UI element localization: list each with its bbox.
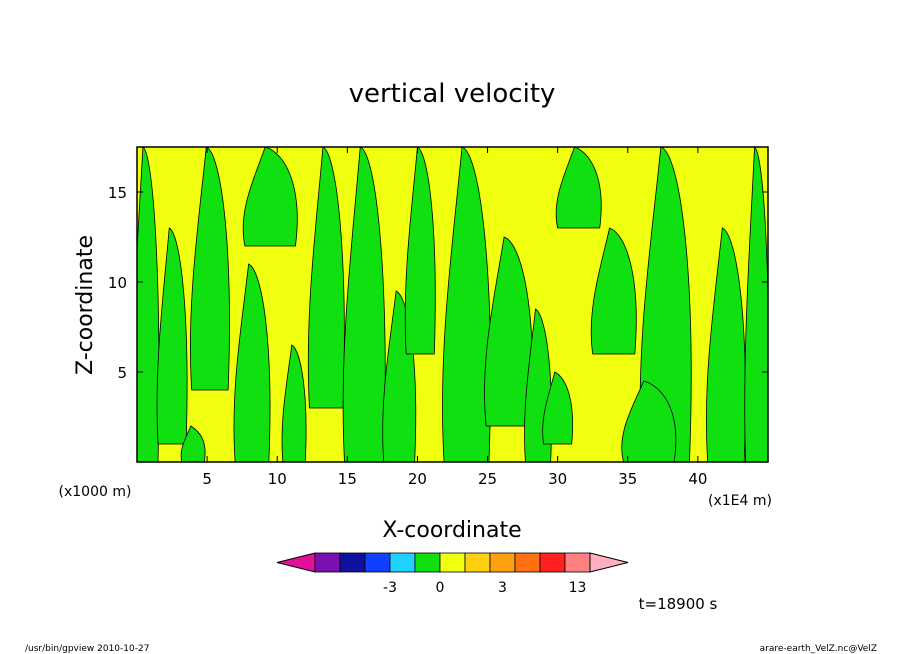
plot-frame (136, 146, 769, 463)
colorbar: -3 0 3 13 (276, 552, 629, 596)
footer-left: /usr/bin/gpview 2010-10-27 (25, 644, 149, 654)
contour-region (180, 425, 206, 462)
colorbar-over-triangle (589, 552, 629, 573)
x-tick-label: 15 (338, 470, 357, 488)
x-tick-label: 40 (688, 470, 707, 488)
colorbar-swatch (464, 552, 491, 573)
colorbar-swatch (439, 552, 466, 573)
x-unit-left: (x1000 m) (59, 484, 132, 500)
chart-title: vertical velocity (349, 79, 556, 109)
colorbar-under-triangle (276, 552, 316, 573)
colorbar-swatch (364, 552, 391, 573)
x-tick-label: 30 (548, 470, 567, 488)
x-tick-label: 35 (618, 470, 637, 488)
colorbar-swatch (489, 552, 516, 573)
footer-right: arare-earth_VelZ.nc@VelZ (760, 644, 877, 654)
contour-region (233, 263, 271, 462)
colorbar-tick-label: -3 (383, 580, 397, 596)
x-axis: 5 10 15 20 25 30 35 40 (202, 147, 707, 488)
contour-region (156, 227, 188, 445)
colorbar-swatch (314, 552, 341, 573)
colorbar-swatch (389, 552, 416, 573)
contour-region (542, 371, 573, 445)
y-tick-label: 5 (117, 364, 127, 382)
y-tick-label: 15 (108, 184, 127, 202)
colorbar-swatch (564, 552, 591, 573)
contour-field (137, 147, 768, 462)
contour-region (281, 344, 307, 462)
time-label: t=18900 s (639, 595, 718, 613)
y-axis-label: Z-coordinate (73, 235, 98, 375)
y-tick-label: 10 (108, 274, 127, 292)
colorbar-swatch (514, 552, 541, 573)
colorbar-tick-label: 3 (498, 580, 507, 596)
colorbar-tick-label: 0 (436, 580, 445, 596)
x-tick-label: 10 (268, 470, 287, 488)
contour-region (621, 380, 677, 462)
colorbar-swatch (339, 552, 366, 573)
x-tick-label: 20 (408, 470, 427, 488)
contour-region (590, 227, 637, 355)
colorbar-tick-label: 13 (569, 580, 587, 596)
colorbar-swatch (414, 552, 441, 573)
x-tick-label: 5 (202, 470, 212, 488)
colorbar-swatch (539, 552, 566, 573)
x-axis-label: X-coordinate (382, 518, 521, 543)
x-tick-label: 25 (478, 470, 497, 488)
x-unit-right: (x1E4 m) (708, 493, 772, 509)
y-axis: 5 10 15 (108, 184, 768, 382)
